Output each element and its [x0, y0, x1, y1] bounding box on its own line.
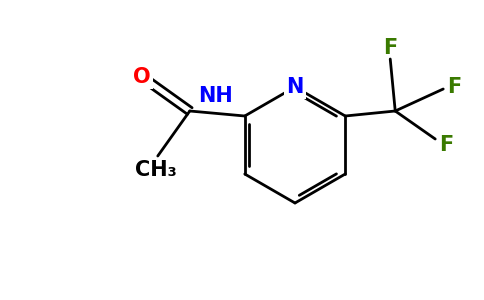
Text: F: F: [447, 77, 461, 97]
Text: F: F: [439, 135, 454, 155]
Text: NH: NH: [198, 85, 233, 106]
Text: CH₃: CH₃: [135, 160, 177, 180]
Text: N: N: [287, 77, 303, 97]
Text: F: F: [383, 38, 397, 58]
Text: O: O: [133, 67, 151, 87]
